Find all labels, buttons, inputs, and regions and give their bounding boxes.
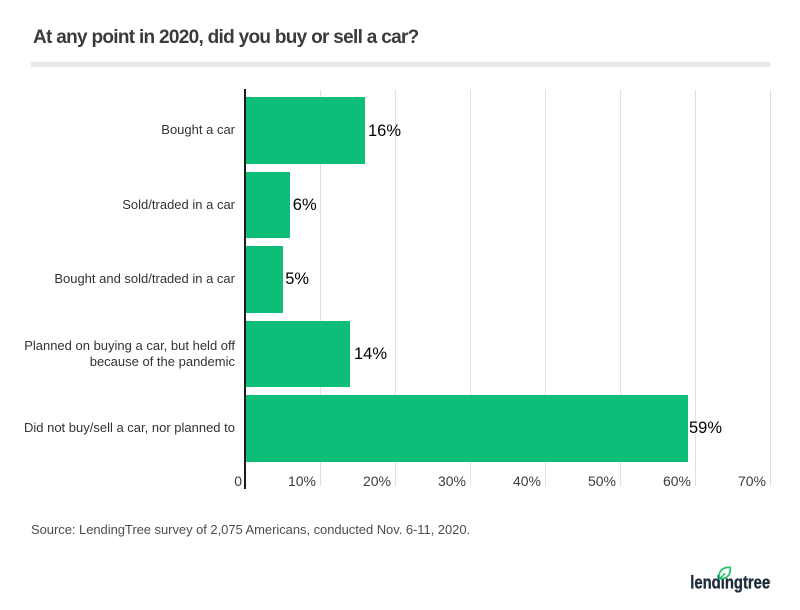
svg-text:lendıngtree: lendıngtree [690,573,770,593]
svg-text:®: ® [767,579,771,586]
